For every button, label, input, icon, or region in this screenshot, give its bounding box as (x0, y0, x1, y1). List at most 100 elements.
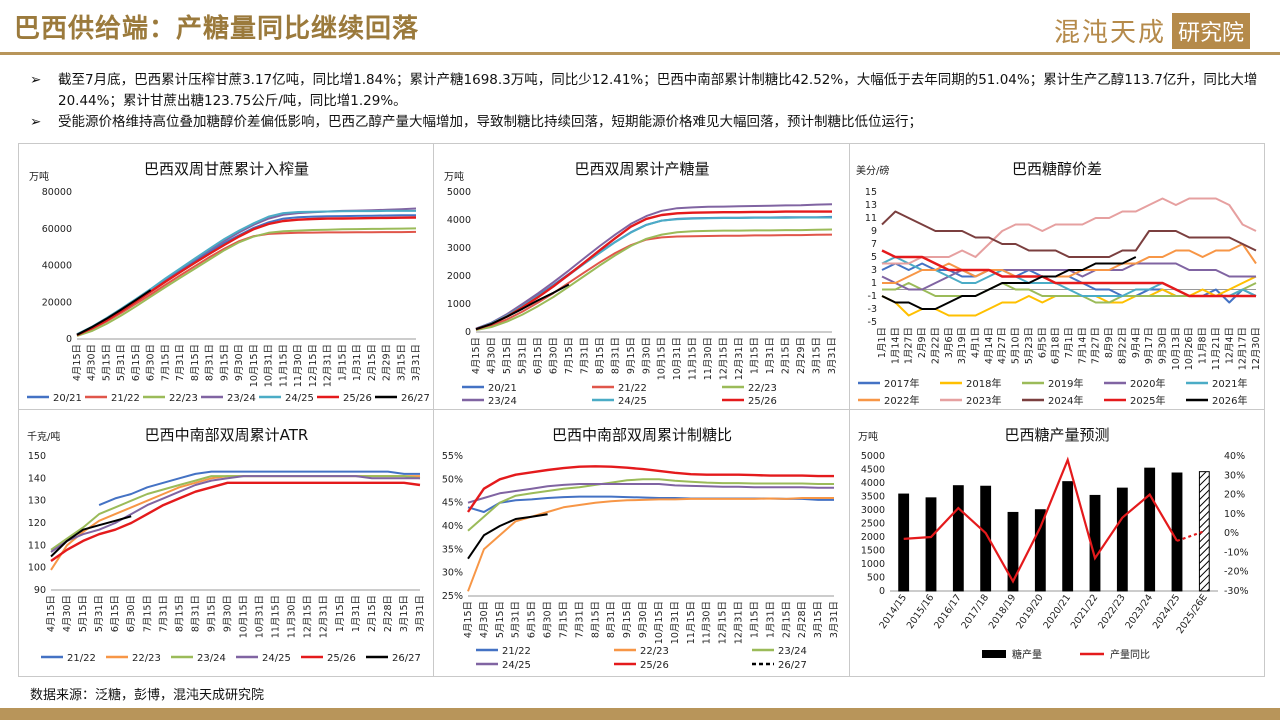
x-tick-label: 3月31日 (827, 337, 838, 374)
y2-tick-label: -20% (1224, 567, 1249, 578)
x-tick-label: 5月15日 (502, 337, 513, 374)
x-tick-label: 2月15日 (781, 337, 792, 374)
x-tick-label: 10月31日 (255, 595, 266, 638)
legend-item: 20/21 (27, 393, 82, 404)
x-tick-label: 11月15日 (278, 344, 289, 387)
legend-label: 22/23 (132, 653, 161, 664)
series-line-25/26 (475, 210, 832, 331)
y-tick-label: 9 (871, 226, 877, 237)
y-tick-label: 2000 (861, 532, 885, 543)
yoy-line (903, 456, 1178, 584)
legend-label: 24/25 (618, 396, 647, 407)
x-tick-label: 9月30日 (1158, 327, 1169, 364)
legend-item: 25/26 (614, 660, 669, 671)
data-source: 数据来源：泛糖，彭博，混沌天成研究院 (30, 688, 265, 703)
legend-item: 22/23 (614, 646, 669, 657)
series-line-22/23 (475, 228, 833, 331)
legend-label: 21/22 (618, 383, 647, 394)
sugar-mix-chart: 巴西中南部双周累计制糖比 25% 30% 35% 40% 45% 50% 55% 4月15日 4月… (433, 409, 851, 677)
legend-label: 21/22 (111, 393, 140, 404)
x-tick-label: 6月15日 (131, 344, 142, 381)
x-tick-label: 4月30日 (87, 344, 98, 381)
series-line-24/25 (50, 475, 420, 553)
x-tick-label: 3月6日 (944, 327, 955, 358)
legend-label: 糖产量 (1012, 648, 1042, 661)
series-line-25/26 (76, 216, 417, 337)
x-tick-label: 12月31日 (319, 595, 330, 638)
series-line-2022年 (882, 243, 1257, 284)
x-tick-label: 2月15日 (367, 595, 378, 632)
legend-label: 25/26 (640, 660, 669, 671)
x-tick-label: 5月15日 (495, 601, 506, 638)
y-tick-label: 40% (442, 521, 463, 532)
chart-title: 巴西双周累计产糖量 (574, 160, 709, 178)
x-tick-label: 4月14日 (984, 327, 995, 364)
y-tick-label: 110 (28, 540, 46, 551)
x-tick-label: 11月15日 (688, 337, 699, 380)
series-line-26/27 (76, 289, 152, 336)
footer-bar (0, 708, 1280, 720)
x-tick-label: 7月15日 (558, 601, 569, 638)
x-tick-label: 6月30日 (146, 344, 157, 381)
x-tick-label: 2月29日 (796, 337, 807, 374)
y-tick-label: 4000 (447, 215, 471, 226)
x-tick-label: 11月30日 (703, 337, 714, 380)
legend-item: 23/24 (462, 396, 517, 407)
x-tick-label: 2月22日 (930, 327, 941, 364)
x-tick-label: 5月23日 (1024, 327, 1035, 364)
y-tick-label: 0 (66, 334, 72, 345)
legend-label: 22/23 (640, 646, 669, 657)
legend-item: 2024年 (1022, 394, 1083, 407)
y-tick-label: 45% (442, 498, 463, 509)
bar-2020/21 (1062, 481, 1074, 592)
x-tick-label: 10月31日 (672, 337, 683, 380)
y-tick-label: 0 (879, 586, 885, 597)
legend-label: 26/27 (401, 393, 430, 404)
x-tick-label: 12月31日 (323, 344, 334, 387)
y-tick-label: 3500 (861, 492, 885, 503)
bullet-1: ➢ 截至7月底，巴西累计压榨甘蔗3.17亿吨，同比增1.84%；累计产糖1698… (30, 70, 1260, 112)
y-tick-label: 11 (865, 213, 877, 224)
y-tick-label: 1000 (447, 299, 471, 310)
y-tick-label: 60000 (42, 224, 72, 235)
chart-title: 巴西糖醇价差 (1012, 160, 1102, 178)
x-tick-label: 9月17日 (1144, 327, 1155, 364)
legend-label: 2021年 (1212, 377, 1247, 390)
legend-item: 21/22 (592, 383, 647, 394)
y2-tick-label: 40% (1224, 451, 1245, 462)
x-tick-label: 1月15日 (337, 344, 348, 381)
x-tick-label: 1月15日 (749, 601, 760, 638)
legend-label: 20/21 (53, 393, 82, 404)
bar-2015/16 (925, 497, 937, 592)
x-tick-label: 6月15日 (527, 601, 538, 638)
y-tick-label: 13 (865, 200, 877, 211)
x-tick-label: 3月31日 (411, 344, 422, 381)
legend-item: 2026年 (1186, 394, 1247, 407)
legend-item: 26/27 (375, 393, 430, 404)
y-tick-label: -3 (868, 304, 877, 315)
chart-title: 巴西中南部双周累计制糖比 (552, 426, 732, 444)
x-tick-label: 5月31日 (511, 601, 522, 638)
series-line-2019年 (882, 282, 1257, 304)
legend-item: 22/23 (106, 653, 161, 664)
y-axis-unit: 万吨 (444, 170, 464, 183)
x-tick-label: 1月1日 (877, 327, 888, 358)
y2-tick-label: -10% (1224, 547, 1249, 558)
chart-title: 巴西糖产量预测 (1004, 426, 1109, 444)
legend-item: 21/22 (41, 653, 96, 664)
series-line-24/25 (475, 216, 832, 330)
legend-label: 21/22 (67, 653, 96, 664)
x-tick-label: 4月1日 (971, 327, 982, 358)
x-tick-label: 4月30日 (62, 595, 73, 632)
x-tick-label: 6月30日 (548, 337, 559, 374)
x-tick-label: 3月15日 (812, 337, 823, 374)
x-tick-label: 1月31日 (351, 595, 362, 632)
y-tick-label: 3000 (447, 243, 471, 254)
legend-item: 23/24 (171, 653, 226, 664)
series-line-22/23 (76, 227, 417, 337)
series-line-21/22 (76, 230, 417, 337)
x-tick-label: 8月15日 (595, 337, 606, 374)
legend-item: 23/24 (752, 646, 807, 657)
x-tick-label: 6月5日 (1037, 327, 1048, 358)
y-tick-label: 2000 (447, 271, 471, 282)
